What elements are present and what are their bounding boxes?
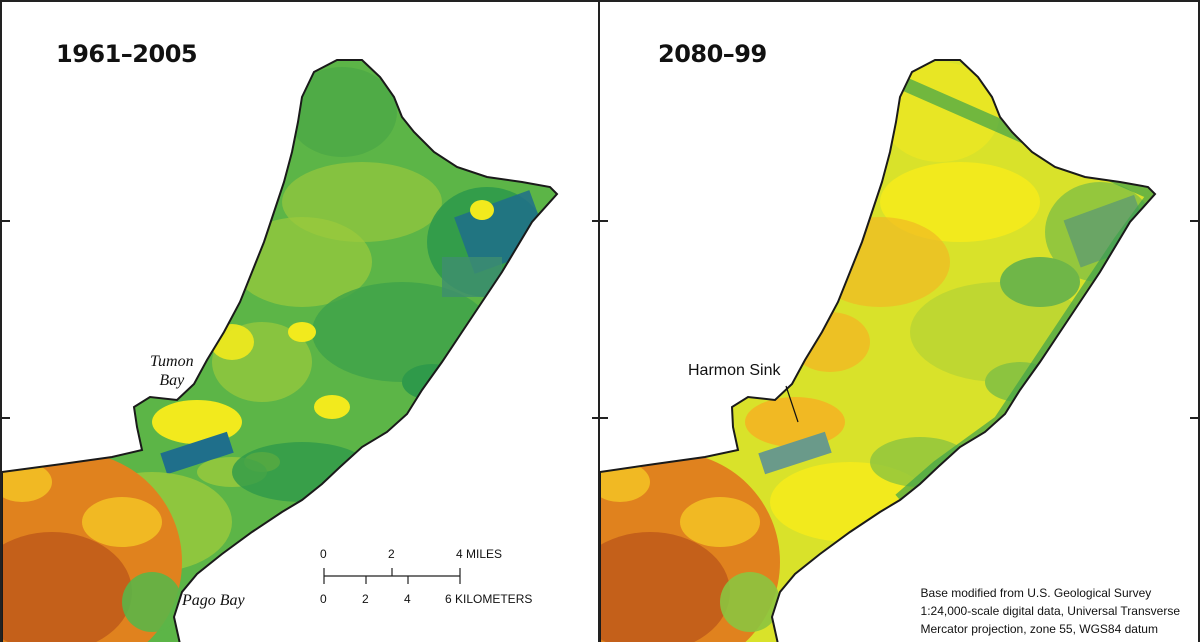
scale-miles-4: 4 MILES [456, 547, 503, 561]
map-frame-tick [600, 417, 608, 419]
map-frame-tick [592, 220, 600, 222]
scale-miles-2: 2 [388, 547, 395, 561]
map-panel-1961-2005: 1961–2005 Tumon Bay Pago Bay 0 2 4 MILES… [0, 0, 600, 642]
base-map-credit: Base modified from U.S. Geological Surve… [921, 584, 1180, 638]
period-title: 2080–99 [658, 40, 767, 68]
map-frame-tick [2, 417, 10, 419]
harmon-sink-leader [785, 385, 799, 423]
map-frame-tick [592, 417, 600, 419]
scale-km-2: 2 [362, 592, 369, 606]
map-right-svg [600, 2, 1198, 642]
map-left-svg [2, 2, 600, 642]
credit-line: 1:24,000-scale digital data, Universal T… [920, 604, 1180, 618]
tumon-bay-label-line2: Bay [159, 372, 185, 389]
scale-km-6: 6 KILOMETERS [445, 592, 533, 606]
harmon-sink-label: Harmon Sink [688, 362, 781, 379]
credit-line: Mercator projection, zone 55, WGS84 datu… [920, 622, 1158, 636]
scale-km-4: 4 [404, 592, 411, 606]
pago-bay-label: Pago Bay [182, 592, 245, 609]
map-frame-tick [1190, 220, 1198, 222]
credit-line: Base modified from U.S. Geological Surve… [920, 586, 1152, 600]
scale-bar [323, 568, 461, 584]
scale-miles-0: 0 [320, 547, 327, 561]
tumon-bay-label-line1: Tumon [150, 353, 194, 370]
map-frame-tick [1190, 417, 1198, 419]
scale-km-0: 0 [320, 592, 327, 606]
map-frame-tick [2, 220, 10, 222]
map-panel-2080-99: 2080–99 Harmon Sink Base modified from U… [598, 0, 1200, 642]
tumon-bay-label: Tumon Bay [150, 352, 194, 390]
period-title: 1961–2005 [56, 40, 198, 68]
map-frame-tick [600, 220, 608, 222]
